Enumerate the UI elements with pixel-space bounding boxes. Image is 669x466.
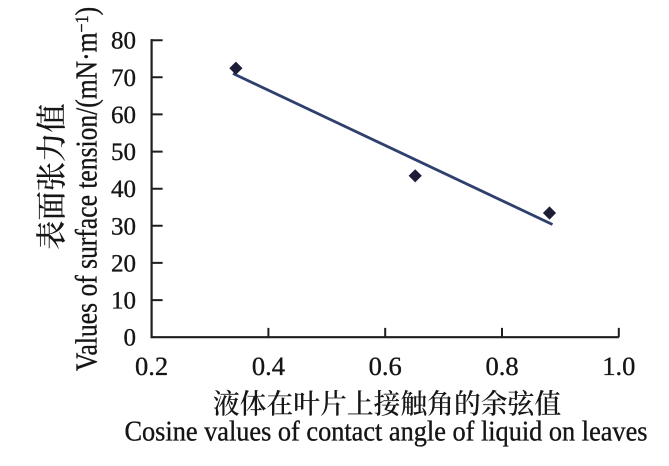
svg-text:0.8: 0.8	[485, 351, 518, 381]
svg-text:60: 60	[111, 102, 136, 129]
svg-text:80: 80	[111, 28, 136, 55]
svg-text:0.6: 0.6	[369, 351, 402, 381]
svg-text:40: 40	[111, 176, 136, 203]
svg-text:Cosine values of contact angle: Cosine values of contact angle of liquid…	[124, 416, 647, 447]
svg-text:0.4: 0.4	[252, 351, 285, 381]
svg-text:20: 20	[111, 250, 136, 277]
svg-text:10: 10	[111, 288, 136, 315]
svg-text:Values of surface tension/(mN·: Values of surface tension/(mN·m−1)	[70, 7, 104, 371]
svg-text:50: 50	[111, 139, 136, 166]
svg-text:1.0: 1.0	[602, 351, 635, 381]
svg-text:30: 30	[111, 213, 136, 240]
svg-text:0: 0	[124, 325, 137, 352]
svg-text:70: 70	[111, 65, 136, 92]
svg-text:0.2: 0.2	[135, 351, 168, 381]
